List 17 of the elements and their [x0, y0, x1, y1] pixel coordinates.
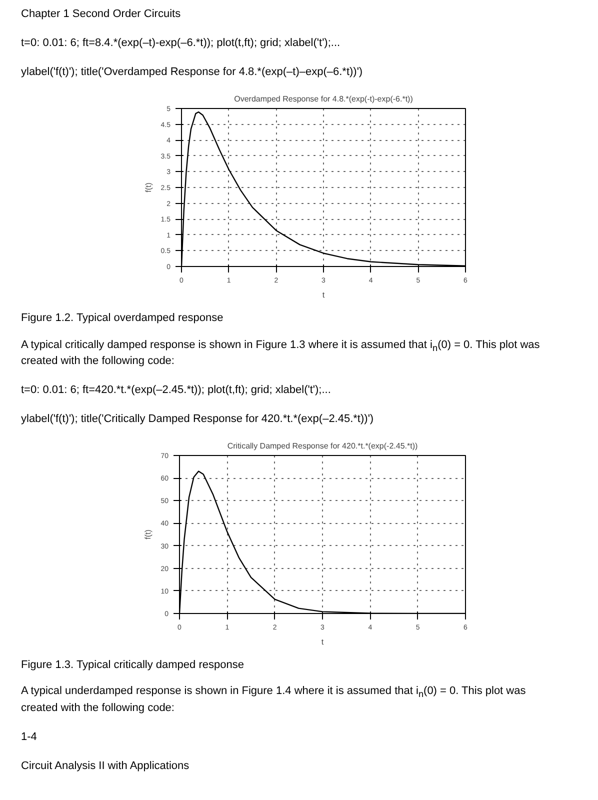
- caption: Figure 1.3. Typical critically damped response: [21, 659, 244, 672]
- text: 1-4: [21, 730, 37, 744]
- chart-title: Critically Damped Response for 420.*t.*(exp(-2.45.*t)): [227, 442, 418, 451]
- text: Circuit Analysis II with Applications: [21, 760, 190, 773]
- x-axis-title: t: [321, 638, 324, 647]
- y-axis-title: f(t): [144, 529, 153, 540]
- text: Chapter 1 Second Order Circuits: [21, 8, 181, 21]
- text: A typical critically damped response is shown in Figure 1.3 where it is assumed that i$_{n}$(0) = 0. This plot was created with the following code:: [21, 338, 540, 367]
- y-axis-title: f(t): [144, 182, 153, 193]
- text: t=0: 0.01: 6; ft=420.*t.*(exp(–2.45.*t)); plot(t,ft); grid; xlabel('t');...: [21, 384, 331, 397]
- text: ylabel('f(t)'); title('Critically Damped Response for 420.*t.*(exp(–2.45.*t))'): [21, 413, 374, 426]
- text: A typical underdamped response is shown in Figure 1.4 where it is assumed that i$_{n}$(0) = 0. This plot was created with the following code:: [21, 685, 526, 714]
- chart-title: Overdamped Response for 4.8.*(exp(-t)-exp(-6.*t)): [234, 94, 414, 104]
- text: t=0: 0.01: 6; ft=8.4.*(exp(–t)-exp(–6.*t)); plot(t,ft); grid; xlabel('t');...: [21, 37, 340, 50]
- x-axis-title: t: [322, 290, 326, 300]
- caption: Figure 1.2. Typical overdamped response: [21, 312, 224, 326]
- text: ylabel('f(t)'); title('Overdamped Response for 4.8.*(exp(–t)–exp(–6.*t))'): [21, 66, 363, 80]
